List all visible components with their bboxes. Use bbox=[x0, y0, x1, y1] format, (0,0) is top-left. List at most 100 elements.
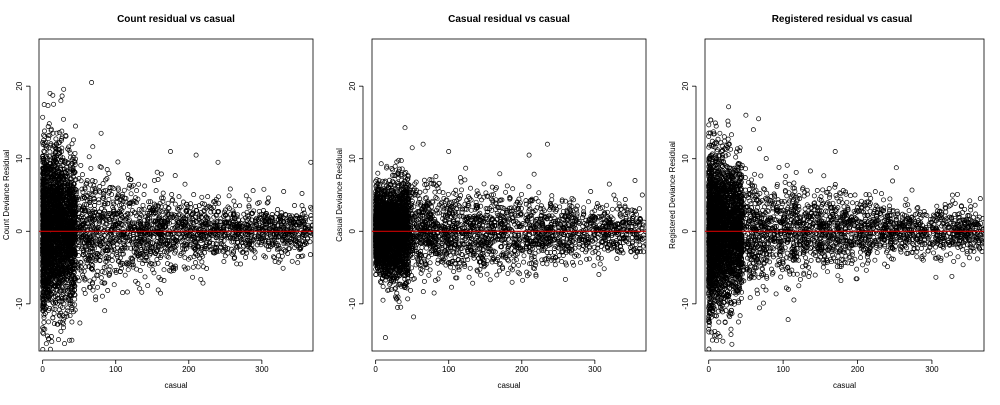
data-point bbox=[56, 338, 60, 342]
data-point bbox=[105, 167, 109, 171]
data-point bbox=[282, 189, 286, 193]
data-point bbox=[522, 254, 526, 258]
data-point bbox=[192, 193, 196, 197]
x-tick-label: 300 bbox=[588, 365, 602, 374]
data-point bbox=[143, 184, 147, 188]
chart-title: Casual residual vs casual bbox=[448, 14, 570, 25]
data-point bbox=[103, 309, 107, 313]
data-point bbox=[300, 191, 304, 195]
data-point bbox=[537, 191, 541, 195]
data-point bbox=[125, 290, 129, 294]
data-point bbox=[89, 166, 93, 170]
data-point bbox=[296, 261, 300, 265]
data-point bbox=[83, 291, 87, 295]
data-point bbox=[106, 288, 110, 292]
data-point bbox=[52, 102, 56, 106]
y-axis-label: Casual Deviance Residual bbox=[335, 148, 344, 242]
data-point bbox=[123, 273, 127, 277]
data-point bbox=[194, 153, 198, 157]
data-point bbox=[95, 285, 99, 289]
data-point bbox=[206, 195, 210, 199]
data-point bbox=[41, 375, 45, 379]
data-point bbox=[79, 163, 83, 167]
points-layer bbox=[374, 126, 648, 340]
data-point bbox=[200, 260, 204, 264]
y-tick-label: 10 bbox=[15, 154, 24, 163]
y-tick-label: 20 bbox=[348, 81, 357, 90]
data-point bbox=[98, 184, 102, 188]
chart-title: Count residual vs casual bbox=[117, 14, 235, 25]
data-point bbox=[137, 182, 141, 186]
data-point bbox=[100, 294, 104, 298]
data-point bbox=[42, 129, 46, 133]
data-point bbox=[159, 172, 163, 176]
data-point bbox=[158, 291, 162, 295]
points-layer bbox=[41, 80, 315, 379]
plot-frame bbox=[39, 39, 313, 351]
y-tick-label: -10 bbox=[348, 298, 357, 310]
data-point bbox=[82, 287, 86, 291]
data-point bbox=[54, 137, 58, 141]
data-point bbox=[186, 266, 190, 270]
data-point bbox=[183, 256, 187, 260]
data-point bbox=[47, 122, 51, 126]
data-point bbox=[251, 189, 255, 193]
data-point bbox=[52, 311, 56, 315]
data-point bbox=[168, 149, 172, 153]
data-point bbox=[96, 269, 100, 273]
data-point bbox=[42, 133, 46, 137]
data-point bbox=[181, 200, 185, 204]
data-point bbox=[244, 194, 248, 198]
data-point bbox=[140, 290, 144, 294]
x-tick-label: 0 bbox=[373, 365, 378, 374]
data-point bbox=[276, 207, 280, 211]
data-point bbox=[222, 259, 226, 263]
y-tick-label: 0 bbox=[348, 229, 357, 234]
data-point bbox=[49, 334, 53, 338]
y-tick-label: 0 bbox=[15, 229, 24, 234]
data-point bbox=[59, 99, 63, 103]
data-point bbox=[107, 267, 111, 271]
data-point bbox=[238, 204, 242, 208]
data-point bbox=[73, 151, 77, 155]
data-point bbox=[138, 269, 142, 273]
data-point bbox=[232, 199, 236, 203]
data-point bbox=[191, 265, 195, 269]
x-tick-label: 100 bbox=[109, 365, 123, 374]
data-point bbox=[121, 291, 125, 295]
data-point bbox=[233, 204, 237, 208]
data-point bbox=[70, 320, 74, 324]
data-point bbox=[92, 277, 96, 281]
data-point bbox=[116, 160, 120, 164]
data-point bbox=[97, 198, 101, 202]
data-point bbox=[41, 115, 45, 119]
x-tick-label: 100 bbox=[442, 365, 456, 374]
data-point bbox=[223, 254, 227, 258]
data-point bbox=[166, 201, 170, 205]
data-point bbox=[46, 320, 50, 324]
data-point bbox=[262, 187, 266, 191]
data-point bbox=[193, 261, 197, 265]
x-tick-label: 200 bbox=[515, 365, 529, 374]
x-axis-label: casual bbox=[497, 381, 520, 390]
data-point bbox=[122, 188, 126, 192]
data-point bbox=[48, 150, 52, 154]
data-point bbox=[42, 332, 46, 336]
data-point bbox=[271, 255, 275, 259]
data-point bbox=[161, 191, 165, 195]
data-point bbox=[90, 80, 94, 84]
data-point bbox=[171, 220, 175, 224]
data-point bbox=[42, 316, 46, 320]
data-point bbox=[266, 196, 270, 200]
data-point bbox=[94, 298, 98, 302]
data-point bbox=[247, 198, 251, 202]
data-point bbox=[242, 212, 246, 216]
data-point bbox=[78, 321, 82, 325]
data-point bbox=[73, 297, 77, 301]
data-point bbox=[200, 195, 204, 199]
data-point bbox=[191, 275, 195, 279]
data-point bbox=[183, 182, 187, 186]
data-point bbox=[46, 364, 50, 368]
data-point bbox=[46, 124, 50, 128]
